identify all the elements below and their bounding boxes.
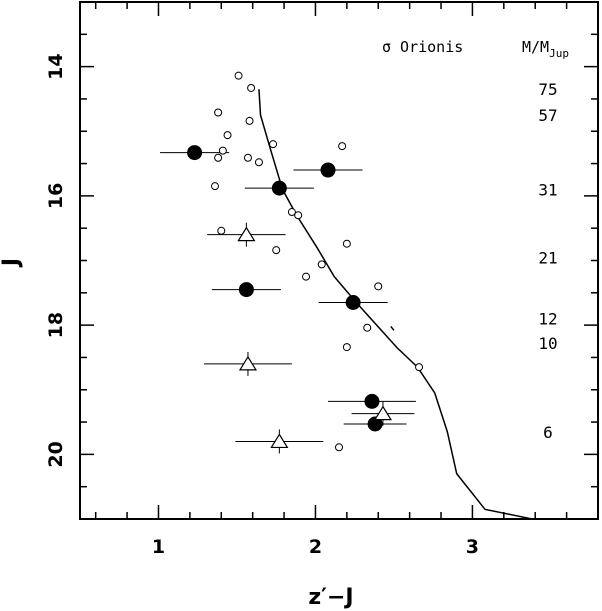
model-line-kink	[390, 325, 395, 331]
open-circle-point	[214, 108, 223, 117]
open-circle-point	[287, 208, 296, 217]
mass-unit-main: M/M	[522, 38, 549, 56]
open-circle-point	[302, 272, 311, 281]
open-triangle-point	[373, 405, 393, 421]
open-circle-point	[338, 142, 347, 151]
tick-labels: 1 2 3 14 16 18 20	[45, 53, 479, 558]
y-tick-label: 20	[45, 441, 67, 467]
mass-label: 21	[538, 248, 557, 267]
open-circle-point	[363, 323, 372, 332]
open-circle-point	[342, 343, 351, 352]
mass-unit-label: M/MJup	[522, 38, 569, 60]
open-circle-point	[218, 146, 227, 155]
open-circle-point	[374, 282, 383, 291]
y-axis-title: J	[0, 258, 24, 268]
open-triangle-point	[238, 355, 258, 371]
filled-circle-point	[345, 295, 361, 311]
open-circle-point	[415, 363, 424, 372]
open-circle-point	[217, 226, 226, 235]
open-circle-point	[335, 443, 343, 452]
data-points	[187, 71, 424, 452]
mass-label: 75	[538, 80, 557, 99]
open-circle-point	[272, 246, 281, 255]
y-tick-label: 18	[45, 312, 67, 338]
plot-frame	[79, 1, 599, 520]
filled-circle-point	[367, 416, 383, 432]
open-circle-point	[269, 140, 278, 149]
open-circle-point	[317, 260, 326, 269]
filled-circle-point	[238, 282, 254, 298]
open-triangle-point	[270, 433, 289, 449]
open-circle-point	[342, 239, 351, 248]
filled-circle-point	[271, 180, 287, 196]
model-isochrone	[258, 89, 533, 520]
x-tick-label: 1	[152, 536, 165, 558]
x-tick-label: 2	[309, 536, 322, 558]
x-tick-label: 3	[466, 536, 479, 558]
x-axis-title: z′−J	[308, 585, 353, 610]
open-circle-point	[294, 211, 303, 220]
model-line	[258, 89, 533, 520]
filled-circle-point	[187, 145, 203, 161]
mass-label: 57	[538, 106, 557, 125]
open-circle-point	[234, 71, 243, 80]
y-tick-label: 14	[45, 53, 67, 79]
open-circle-point	[223, 131, 232, 140]
open-triangle-point	[237, 226, 256, 242]
mass-label: 6	[543, 423, 553, 442]
open-circle-point	[245, 116, 254, 125]
filled-circle-point	[320, 162, 336, 178]
open-circle-point	[214, 153, 223, 162]
mass-label: 12	[538, 310, 557, 329]
cluster-label: σ Orionis	[382, 38, 463, 56]
y-tick-label: 16	[45, 183, 67, 209]
mass-unit-sub: Jup	[549, 47, 569, 60]
mass-labels: 75 57 31 21 12 10 6	[538, 80, 557, 442]
open-circle-point	[243, 153, 252, 162]
mass-label: 10	[538, 334, 557, 353]
axes	[79, 1, 599, 520]
open-circle-point	[210, 182, 219, 191]
open-circle-point	[254, 158, 263, 167]
filled-circle-point	[364, 393, 380, 409]
mass-label: 31	[538, 180, 557, 199]
open-circle-point	[247, 83, 256, 92]
tick-marks	[80, 1, 598, 520]
error-bars	[160, 152, 416, 454]
